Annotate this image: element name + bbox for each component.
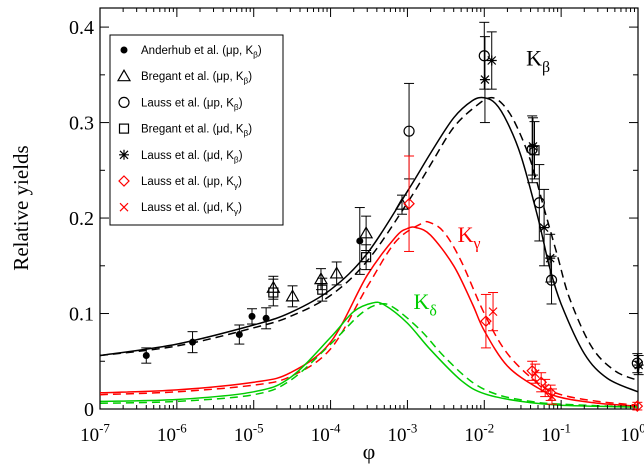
legend-label: Anderhub et al. (μp, Kβ) — [141, 45, 262, 59]
legend-marker — [116, 68, 132, 82]
data-point — [317, 284, 328, 295]
data-point — [486, 55, 497, 66]
data-point — [631, 400, 644, 412]
legend-label: Bregant et al. (μp, Kβ) — [141, 71, 252, 85]
data-point — [540, 383, 550, 393]
legend-label: Lauss et al. (μp, Kβ) — [141, 97, 243, 111]
legend-label: Lauss et al. (μd, Kγ) — [141, 202, 242, 216]
data-point — [631, 357, 643, 369]
legend-label: Lauss et al. (μd, Kβ) — [141, 150, 243, 164]
data-point — [142, 352, 150, 360]
legend-marker — [119, 149, 129, 160]
model-curve-solid — [99, 301, 639, 408]
data-point — [262, 314, 270, 322]
model-curve-solid — [99, 226, 639, 407]
data-point — [285, 289, 300, 302]
data-point — [403, 197, 415, 210]
data-point — [527, 141, 538, 152]
legend-box — [109, 34, 284, 226]
model-curve-dashed — [99, 303, 639, 408]
data-point — [268, 287, 279, 298]
data-point — [478, 50, 490, 62]
plot-frame — [99, 7, 639, 410]
legend: Anderhub et al. (μp, Kβ) Bregant et al. (… — [109, 34, 284, 226]
legend-label: Bregant et al. (μd, Kβ) — [141, 124, 252, 138]
y-tick-label: 0.1 — [69, 304, 94, 326]
data-point — [403, 125, 415, 137]
y-tick-label: 0 — [84, 399, 94, 421]
data-point — [329, 266, 344, 279]
x-tick-label: 10-5 — [234, 420, 264, 446]
legend-marker — [120, 46, 128, 54]
curve-labels: Kβ Kγ Kδ — [414, 45, 551, 319]
legend-marker — [119, 202, 129, 212]
curve-label: Kδ — [414, 289, 437, 320]
y-tick-label: 0.4 — [69, 17, 94, 39]
model-curve-solid — [99, 96, 639, 393]
data-point — [488, 307, 498, 317]
x-tick-label: 10-6 — [157, 420, 187, 446]
curve-label: Kγ — [458, 222, 481, 253]
legend-marker — [118, 123, 130, 134]
data-points — [141, 21, 644, 412]
data-point — [361, 252, 372, 263]
legend-marker — [118, 96, 130, 109]
data-point — [535, 376, 548, 389]
y-tick-label: 0.2 — [69, 208, 94, 230]
data-point — [530, 369, 540, 379]
data-point — [356, 237, 364, 245]
data-point — [633, 360, 644, 371]
data-point — [480, 315, 492, 328]
legend-label: Lauss et al. (μp, Kγ) — [141, 176, 242, 190]
legend-marker — [118, 175, 130, 187]
data-point — [545, 253, 556, 264]
x-tick-label: 100 — [620, 420, 644, 446]
x-tick-label: 10-3 — [388, 420, 418, 446]
data-point — [539, 222, 550, 233]
y-axis-label: Relative yields — [9, 145, 33, 270]
axis-ticks: 10-7 10-6 10-5 10-4 10-3 10-2 10-1 100 0 0.1 0.2 0.… — [69, 8, 644, 446]
curve-label: Kβ — [526, 45, 550, 76]
data-point — [479, 74, 490, 85]
data-point — [189, 338, 197, 346]
y-tick-label: 0.3 — [69, 113, 94, 135]
data-point — [545, 274, 558, 286]
data-point — [248, 312, 256, 320]
data-point — [235, 331, 243, 339]
x-tick-label: 10-2 — [464, 420, 494, 446]
x-tick-label: 10-4 — [311, 420, 341, 446]
x-tick-label: 10-7 — [80, 420, 110, 446]
data-point — [359, 226, 374, 239]
data-point — [547, 392, 557, 402]
model-curve-dashed — [99, 220, 639, 406]
x-axis-label: φ — [363, 439, 376, 464]
model-curve-dashed — [99, 96, 639, 382]
x-tick-label: 10-1 — [541, 420, 571, 446]
